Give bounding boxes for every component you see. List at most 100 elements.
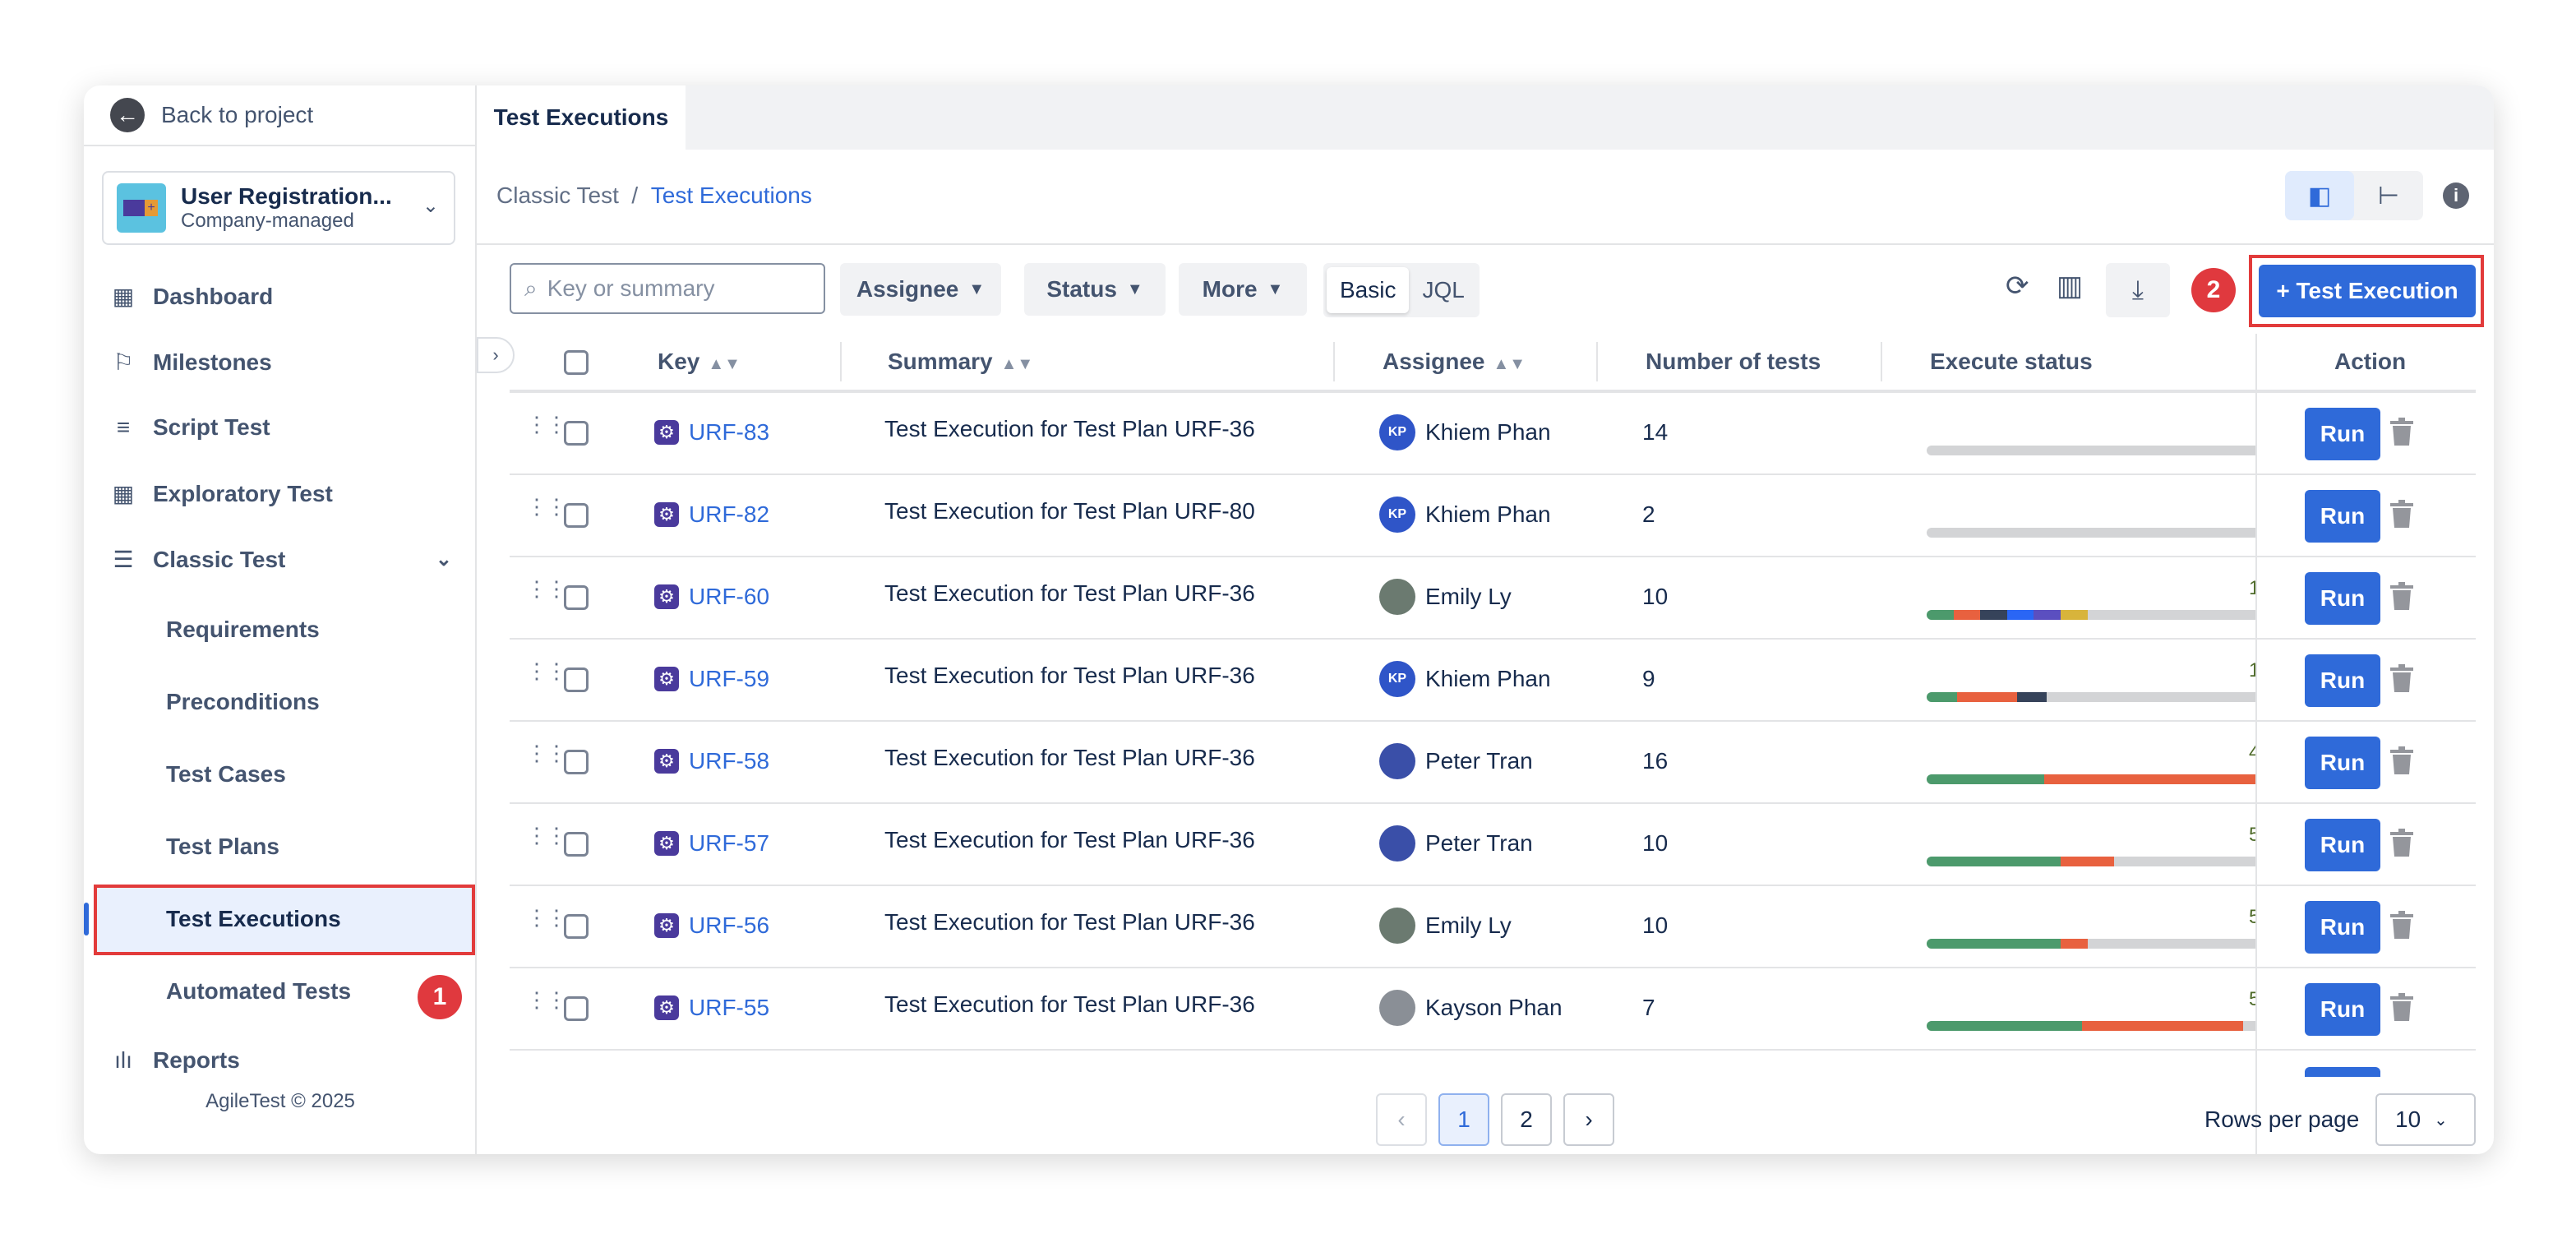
sort-icon: ▲▼ (1000, 355, 1034, 373)
drag-handle-icon[interactable]: ⋮⋮ (526, 987, 567, 1012)
assignee-filter[interactable]: Assignee ▼ (840, 263, 1001, 316)
trash-icon[interactable] (2390, 500, 2413, 529)
issue-key-link[interactable]: ⚙ URF-82 (654, 501, 769, 528)
key-text[interactable]: URF-56 (689, 912, 770, 938)
run-button[interactable]: Run (2305, 819, 2380, 871)
back-to-project-link[interactable]: ← Back to project (84, 85, 477, 146)
drag-handle-icon[interactable]: ⋮⋮ (526, 494, 567, 519)
project-type: Company-managed (181, 210, 354, 232)
basic-mode-button[interactable]: Basic (1327, 267, 1410, 313)
run-button[interactable]: Run (2305, 572, 2380, 625)
issue-key-link[interactable]: ⚙ URF-56 (654, 912, 769, 939)
run-button[interactable]: Run (2305, 737, 2380, 789)
row-checkbox[interactable] (564, 668, 589, 692)
issue-key-link[interactable]: ⚙ URF-55 (654, 995, 769, 1021)
breadcrumb-current[interactable]: Test Executions (650, 182, 812, 208)
main-content: Test Executions Classic Test / Test Exec… (477, 85, 2494, 1154)
trash-icon[interactable] (2390, 746, 2413, 776)
select-all-checkbox[interactable] (564, 350, 589, 375)
drag-handle-icon[interactable]: ⋮⋮ (526, 576, 567, 601)
drag-handle-icon[interactable]: ⋮⋮ (526, 658, 567, 683)
row-checkbox[interactable] (564, 832, 589, 857)
jql-mode-button[interactable]: JQL (1422, 277, 1465, 303)
run-button[interactable]: Run (2305, 654, 2380, 707)
row-checkbox[interactable] (564, 996, 589, 1021)
refresh-icon[interactable]: ⟳ (2006, 270, 2029, 302)
row-checkbox[interactable] (564, 750, 589, 774)
sidebar-item-exploratory-test[interactable]: ▦ Exploratory Test (110, 480, 333, 507)
page-1-button[interactable]: 1 (1438, 1093, 1489, 1146)
more-filter[interactable]: More ▼ (1179, 263, 1307, 316)
sidebar-item-classic-test[interactable]: ☰ Classic Test ⌄ (110, 546, 452, 573)
run-button[interactable]: Run (2305, 490, 2380, 543)
header-summary[interactable]: Summary ▲▼ (888, 349, 1034, 374)
header-key[interactable]: Key ▲▼ (658, 349, 741, 374)
key-text[interactable]: URF-55 (689, 995, 770, 1020)
issue-key-link[interactable]: ⚙ URF-57 (654, 830, 769, 857)
sidebar-item-test-executions[interactable]: Test Executions (166, 906, 341, 931)
key-text[interactable]: URF-58 (689, 748, 770, 774)
label: Classic Test (153, 546, 286, 572)
row-checkbox[interactable] (564, 421, 589, 446)
run-button[interactable] (2305, 1067, 2380, 1077)
flag-icon: ⚐ (113, 349, 134, 375)
project-selector[interactable]: User Registration...Company-managed ⌄ (102, 171, 455, 245)
trash-icon[interactable] (2390, 911, 2413, 940)
sidebar-item-script-test[interactable]: ≡ Script Test (110, 414, 270, 441)
issue-key-link[interactable]: ⚙ URF-58 (654, 748, 769, 774)
next-page-button[interactable]: › (1563, 1093, 1614, 1146)
sidebar-item-requirements[interactable]: Requirements (166, 617, 320, 642)
drag-handle-icon[interactable]: ⋮⋮ (526, 412, 567, 437)
run-button[interactable]: Run (2305, 901, 2380, 954)
key-text[interactable]: URF-60 (689, 584, 770, 609)
drag-handle-icon[interactable]: ⋮⋮ (526, 905, 567, 930)
issue-key-link[interactable]: ⚙ URF-59 (654, 666, 769, 692)
row-checkbox[interactable] (564, 585, 589, 610)
tree-view-icon[interactable]: ⊢ (2377, 182, 2400, 210)
sidebar-item-preconditions[interactable]: Preconditions (166, 689, 320, 714)
issue-key-link[interactable]: ⚙ URF-83 (654, 419, 769, 446)
header-execute-status: Execute status (1930, 349, 2093, 374)
download-icon[interactable]: ⤓ (2106, 263, 2170, 317)
table-row: ⋮⋮ ⚙ URF-57 Test Execution for Test Plan UR… (510, 804, 2476, 886)
add-test-execution-button[interactable]: + Test Execution (2259, 265, 2476, 317)
page-2-button[interactable]: 2 (1501, 1093, 1552, 1146)
key-text[interactable]: URF-83 (689, 419, 770, 445)
key-text[interactable]: URF-59 (689, 666, 770, 691)
row-checkbox[interactable] (564, 503, 589, 528)
rows-per-page-select[interactable]: 10 ⌄ (2375, 1093, 2476, 1146)
prev-page-button[interactable]: ‹ (1376, 1093, 1427, 1146)
trash-icon[interactable] (2390, 829, 2413, 858)
sidebar-item-reports[interactable]: ılı Reports (110, 1047, 240, 1074)
run-button[interactable]: Run (2305, 408, 2380, 460)
row-checkbox[interactable] (564, 914, 589, 939)
trash-icon[interactable] (2390, 582, 2413, 612)
status-segment-passed (1927, 610, 1954, 620)
status-filter[interactable]: Status ▼ (1024, 263, 1166, 316)
header-number-of-tests: Number of tests (1646, 349, 1821, 374)
key-text[interactable]: URF-57 (689, 830, 770, 856)
columns-icon[interactable]: ▥ (2057, 270, 2084, 302)
expand-sidebar-button[interactable]: › (477, 337, 515, 373)
trash-icon[interactable] (2390, 664, 2413, 694)
key-text[interactable]: URF-82 (689, 501, 770, 527)
info-icon[interactable]: i (2443, 182, 2469, 209)
sidebar-item-dashboard[interactable]: ▦ Dashboard (110, 283, 273, 310)
list-view-icon[interactable]: ◧ (2285, 171, 2354, 220)
trash-icon[interactable] (2390, 418, 2413, 447)
search-input[interactable]: ⌕ Key or summary (510, 263, 825, 314)
sidebar-item-test-plans[interactable]: Test Plans (166, 834, 279, 859)
trash-icon[interactable] (2390, 993, 2413, 1023)
drag-handle-icon[interactable]: ⋮⋮ (526, 823, 567, 848)
footer-copyright: AgileTest © 2025 (205, 1090, 355, 1112)
sidebar-item-milestones[interactable]: ⚐ Milestones (110, 349, 271, 376)
sidebar-item-automated-tests[interactable]: Automated Tests (166, 978, 352, 1004)
drag-handle-icon[interactable]: ⋮⋮ (526, 741, 567, 765)
tab-test-executions[interactable]: Test Executions (477, 85, 686, 150)
table-row: ⋮⋮ ⚙ URF-55 Test Execution for Test Plan UR… (510, 968, 2476, 1051)
sidebar-item-test-cases[interactable]: Test Cases (166, 761, 286, 787)
breadcrumb-classic-test[interactable]: Classic Test (496, 182, 619, 208)
run-button[interactable]: Run (2305, 983, 2380, 1036)
issue-key-link[interactable]: ⚙ URF-60 (654, 584, 769, 610)
header-assignee[interactable]: Assignee ▲▼ (1383, 349, 1526, 374)
